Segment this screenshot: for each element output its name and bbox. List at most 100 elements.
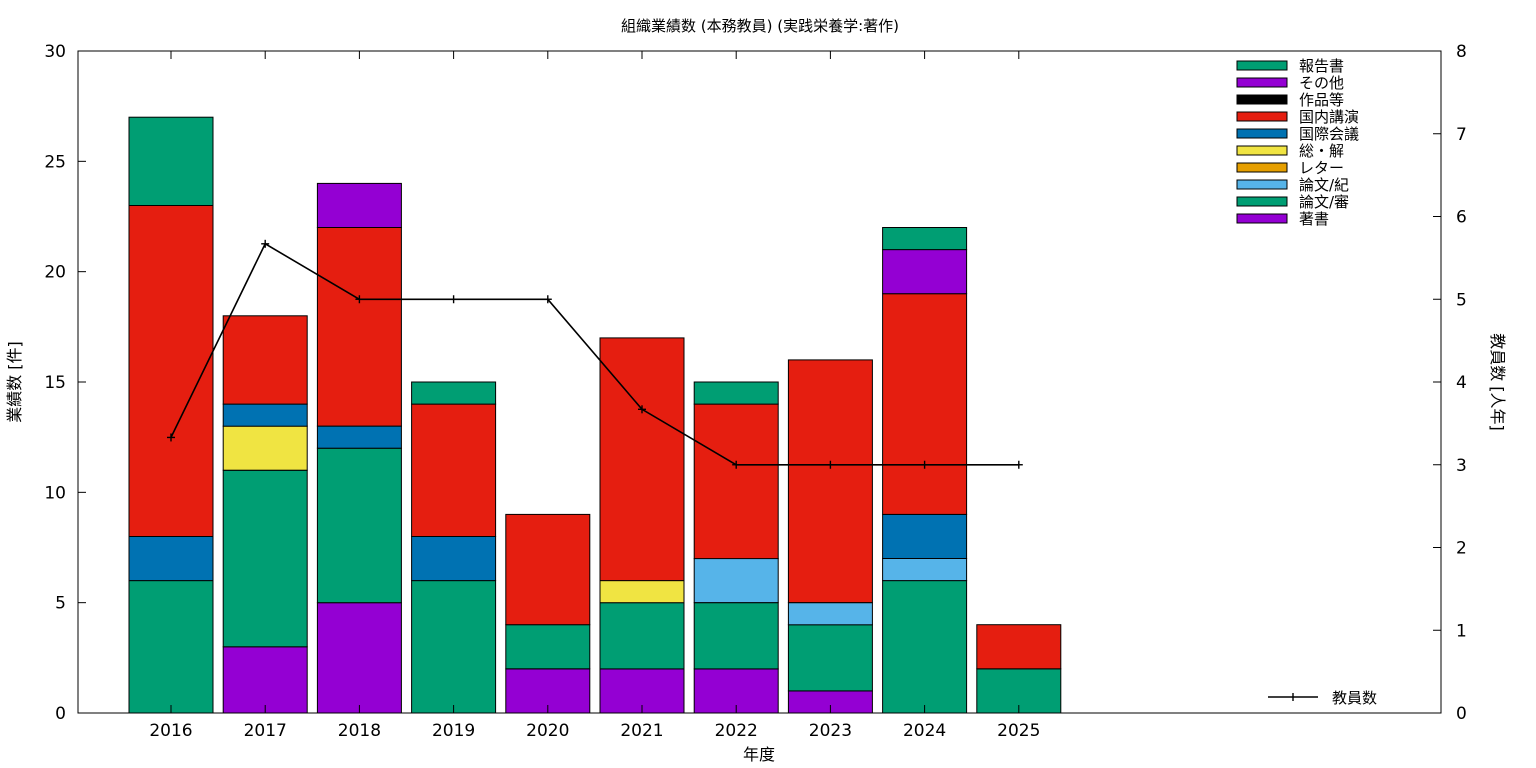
legend-swatch (1236, 179, 1288, 190)
y2-axis-label: 教員数 [人年] (1488, 333, 1507, 431)
legend-label: 論文/審 (1299, 193, 1349, 211)
y2-tick-label: 2 (1456, 539, 1467, 559)
legend-label: 作品等 (1299, 91, 1344, 109)
legend-label: 報告書 (1299, 57, 1344, 75)
bar-segment (128, 116, 214, 206)
bar-segment (222, 469, 308, 648)
bar-segment (882, 558, 968, 582)
bar-segment (316, 447, 402, 604)
x-tick-label: 2024 (903, 721, 946, 741)
legend-item: 論文/審 (1236, 193, 1349, 211)
legend-label: 国内講演 (1299, 108, 1359, 126)
bar-segment (599, 580, 685, 604)
bar-segment (693, 602, 779, 670)
line-point-marker (732, 460, 741, 469)
bar-segment (222, 646, 308, 714)
bar-segment (882, 513, 968, 560)
x-tick-label: 2019 (432, 721, 475, 741)
legend-item: 論文/紀 (1236, 176, 1349, 194)
legend-swatch (1236, 196, 1288, 207)
bar-segment (411, 403, 497, 537)
legend-item: 作品等 (1236, 91, 1344, 109)
legend-label: レター (1299, 159, 1344, 177)
bar-segment (128, 536, 214, 582)
line-point-marker (543, 295, 552, 304)
bar-segment (411, 536, 497, 582)
legend-item: 報告書 (1236, 57, 1344, 75)
bar-segment (599, 337, 685, 582)
legend-swatch (1236, 128, 1288, 139)
x-tick-label: 2023 (809, 721, 852, 741)
legend-item: 国際会議 (1236, 125, 1359, 143)
line-series (170, 242, 1019, 466)
legend-label: その他 (1299, 74, 1344, 92)
line-point-marker (261, 239, 270, 248)
legend-label: 著書 (1299, 210, 1329, 228)
chart-title: 組織業績数 (本務教員) (実践栄養学:著作) (621, 17, 899, 35)
bar-segment (693, 403, 779, 560)
bar-segment (599, 602, 685, 670)
legend-swatch (1236, 77, 1288, 88)
y-tick-label: 10 (44, 483, 66, 503)
bar-segment (316, 227, 402, 427)
bar-segment (411, 580, 497, 714)
bar-segment (316, 182, 402, 228)
x-tick-label: 2025 (997, 721, 1040, 741)
legend-item: その他 (1236, 74, 1344, 92)
legend-item: 国内講演 (1236, 108, 1359, 126)
bar-segment (222, 403, 308, 427)
bar-segment (316, 425, 402, 449)
y2-tick-label: 4 (1456, 373, 1467, 393)
y2-tick-label: 6 (1456, 208, 1467, 228)
legend-swatch (1236, 94, 1288, 105)
y2-tick-label: 7 (1456, 125, 1467, 145)
y-axis-label: 業績数 [件] (5, 341, 24, 423)
line-point-marker (920, 460, 929, 469)
bar-segment (316, 602, 402, 714)
x-tick-label: 2018 (338, 721, 381, 741)
line-point-marker (826, 460, 835, 469)
x-axis-label: 年度 (743, 745, 775, 764)
bar-segment (222, 315, 308, 405)
legend-swatch (1236, 60, 1288, 71)
bar-segment (693, 558, 779, 604)
bar-segment (882, 293, 968, 515)
y-tick-label: 5 (55, 594, 66, 614)
legend-item: レター (1236, 159, 1344, 177)
bar-segment (976, 624, 1062, 670)
y2-tick-label: 8 (1456, 42, 1467, 62)
y-tick-label: 0 (55, 704, 66, 724)
bar-segment (693, 381, 779, 405)
x-tick-label: 2021 (620, 721, 663, 741)
bar-segment (787, 602, 873, 626)
line-point-marker (355, 295, 364, 304)
bar-segment (505, 513, 591, 626)
bar-segment (882, 227, 968, 251)
bar-segment (787, 359, 873, 604)
bar-segment (411, 381, 497, 405)
x-tick-label: 2017 (244, 721, 287, 741)
legend-swatch (1236, 145, 1288, 156)
legend-item-line: 教員数 (1268, 689, 1377, 707)
line-point-marker (449, 295, 458, 304)
y2-tick-label: 5 (1456, 290, 1467, 310)
y-tick-label: 20 (44, 263, 66, 283)
bar-segment (505, 624, 591, 670)
y-tick-label: 30 (44, 42, 66, 62)
legend-swatch (1236, 111, 1288, 122)
y2-tick-label: 1 (1456, 621, 1467, 641)
x-tick-label: 2016 (149, 721, 192, 741)
bar-segment (882, 580, 968, 714)
line-point-marker (167, 433, 175, 442)
legend-label: 教員数 (1332, 689, 1377, 707)
bar-segment (222, 425, 308, 471)
y-tick-label: 25 (44, 152, 66, 172)
legend-item: 総・解 (1236, 142, 1344, 160)
line-point-marker (638, 405, 646, 414)
legend-swatch (1236, 213, 1288, 224)
line-point-marker (1014, 460, 1023, 469)
bar-segment (128, 205, 214, 537)
x-tick-label: 2020 (526, 721, 569, 741)
legend-label: 総・解 (1299, 142, 1344, 160)
